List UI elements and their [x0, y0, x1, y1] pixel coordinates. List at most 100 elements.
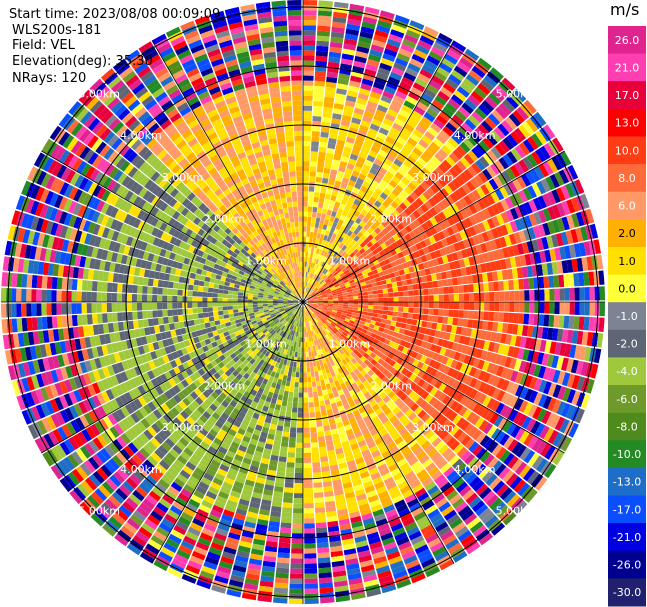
range-gate: [377, 289, 383, 294]
range-gate: [412, 228, 421, 236]
range-gate: [528, 227, 536, 240]
range-gate: [549, 341, 557, 355]
range-gate: [448, 244, 456, 253]
range-gate: [326, 289, 332, 293]
range-gate: [381, 284, 388, 289]
range-gate: [341, 53, 354, 61]
range-gate: [429, 251, 437, 260]
range-gate: [505, 334, 512, 345]
range-gate: [285, 380, 291, 387]
range-gate: [304, 287, 306, 292]
range-gate: [481, 231, 490, 242]
range-gate: [379, 260, 386, 267]
range-gate: [306, 282, 309, 288]
range-gate: [335, 247, 342, 253]
range-gate: [343, 297, 349, 300]
range-gate: [363, 298, 369, 302]
range-gate: [368, 261, 375, 268]
range-gate: [299, 377, 303, 383]
range-gate: [326, 76, 338, 84]
range-gate: [454, 232, 463, 242]
range-gate: [304, 508, 315, 514]
range-gate: [295, 447, 303, 453]
range-gate: [424, 200, 433, 210]
range-gate: [564, 302, 570, 315]
range-gate: [353, 266, 360, 272]
range-gate: [462, 238, 471, 249]
range-gate: [343, 172, 351, 180]
range-gate: [433, 214, 443, 224]
range-gate: [362, 73, 375, 82]
range-gate: [388, 179, 398, 189]
range-gate: [379, 10, 395, 20]
range-gate: [323, 284, 329, 289]
range-gate: [351, 170, 360, 178]
range-gate: [339, 283, 346, 288]
range-gate: [575, 227, 584, 242]
range-gate: [586, 332, 594, 347]
range-gate: [468, 284, 474, 293]
range-gate: [430, 184, 440, 194]
range-gate: [523, 313, 530, 325]
range-gate: [400, 322, 407, 329]
range-gate: [366, 219, 374, 227]
range-gate: [494, 354, 503, 365]
range-gate: [422, 190, 432, 200]
range-gate: [310, 371, 315, 377]
range-gate: [433, 302, 439, 309]
range-gate: [433, 224, 442, 233]
range-gate: [319, 141, 328, 148]
range-gate: [311, 211, 317, 218]
range-gate: [303, 5, 317, 11]
range-gate: [380, 242, 388, 250]
range-gate: [377, 67, 391, 76]
range-gate: [484, 292, 490, 302]
range-gate: [372, 248, 379, 255]
range-gate: [422, 314, 429, 321]
range-gate: [428, 197, 437, 207]
range-gate: [346, 230, 353, 237]
range-gate: [307, 211, 312, 217]
range-gate: [328, 266, 334, 272]
range-gate: [346, 136, 355, 144]
range-gate: [337, 255, 344, 261]
range-gate: [278, 542, 291, 549]
range-gate: [384, 113, 396, 123]
range-gate: [318, 299, 324, 302]
range-gate: [294, 483, 303, 489]
range-gate: [354, 139, 364, 147]
range-gate: [512, 324, 519, 335]
range-gate: [322, 111, 332, 118]
range-gate: [327, 295, 333, 298]
range-gate: [468, 115, 480, 127]
range-gate: [316, 45, 329, 52]
range-gate: [391, 188, 401, 197]
range-gate: [317, 552, 330, 559]
range-gate: [352, 274, 358, 280]
range-gate: [346, 200, 353, 208]
range-gate: [594, 302, 600, 316]
range-gate: [312, 295, 318, 299]
range-gate: [519, 290, 525, 301]
range-gate: [310, 278, 314, 284]
range-gate: [493, 126, 506, 140]
range-gate: [322, 268, 327, 274]
range-gate: [358, 151, 368, 160]
range-gate: [343, 253, 349, 260]
range-gate: [340, 314, 347, 318]
range-gate: [309, 231, 314, 238]
range-gate: [383, 302, 389, 306]
range-gate: [433, 180, 444, 191]
range-gate: [362, 260, 369, 267]
range-gate: [405, 29, 421, 40]
range-gate: [355, 50, 369, 59]
range-gate: [322, 294, 328, 297]
range-gate: [310, 262, 314, 268]
range-gate: [579, 287, 585, 301]
range-gate: [455, 110, 468, 122]
range-gate: [299, 362, 303, 368]
range-gate: [310, 292, 316, 296]
range-gate: [338, 129, 348, 137]
range-gate: [333, 302, 339, 304]
range-gate: [317, 305, 323, 309]
